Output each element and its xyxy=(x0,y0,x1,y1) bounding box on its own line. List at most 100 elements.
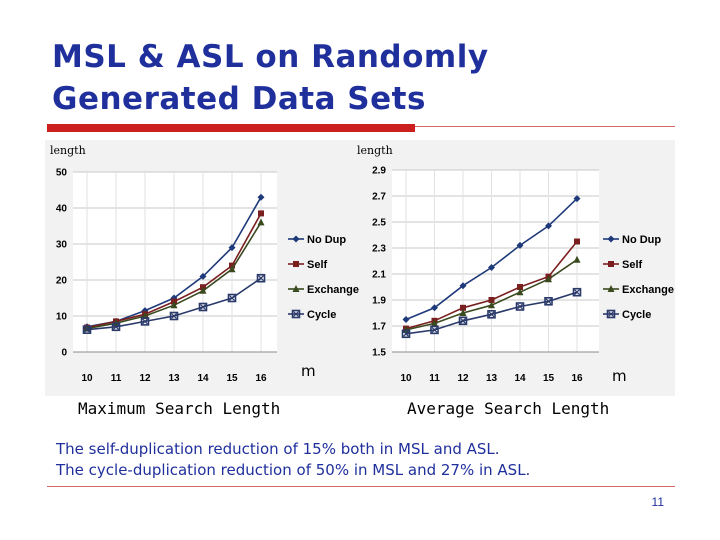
asl-y-tick-label: 1.9 xyxy=(372,296,386,307)
asl-y-tick-label: 2.5 xyxy=(372,218,386,229)
asl-data-point xyxy=(458,316,468,326)
msl-data-point xyxy=(257,218,265,226)
msl-data-point xyxy=(111,322,121,332)
asl-data-point xyxy=(401,329,411,339)
asl-y-tick-label: 1.7 xyxy=(372,322,386,333)
asl-data-point xyxy=(488,264,495,271)
page-number: 11 xyxy=(651,495,664,509)
msl-data-point xyxy=(198,302,208,312)
title-accent-bar xyxy=(47,124,415,132)
asl-legend-marker xyxy=(607,285,615,292)
asl-legend-label: Exchange xyxy=(622,284,674,296)
asl-plot-area xyxy=(392,170,599,352)
msl-x-tick-label: 13 xyxy=(168,373,180,384)
msl-legend-label: No Dup xyxy=(307,234,346,246)
msl-data-point xyxy=(170,301,178,309)
msl-data-point xyxy=(227,293,237,303)
footer-divider-line xyxy=(47,486,675,487)
asl-x-tick-label: 16 xyxy=(571,373,583,384)
msl-y-tick-label: 20 xyxy=(56,276,68,287)
asl-data-point xyxy=(487,310,496,319)
asl-data-point xyxy=(488,297,495,303)
msl-data-point xyxy=(140,317,150,326)
msl-y-tick-label: 30 xyxy=(56,240,68,251)
msl-x-tick-label: 12 xyxy=(139,373,151,384)
msl-data-point xyxy=(199,272,207,280)
msl-x-axis-variable: m xyxy=(301,362,316,380)
asl-x-tick-label: 11 xyxy=(429,373,440,384)
asl-data-point xyxy=(402,325,410,333)
note-self-duplication: The self-duplication reduction of 15% bo… xyxy=(56,440,500,458)
asl-x-tick-label: 13 xyxy=(486,373,498,384)
asl-x-tick-label: 10 xyxy=(400,373,412,384)
asl-data-point xyxy=(574,238,580,245)
asl-legend-label: No Dup xyxy=(622,234,661,246)
msl-legend-marker xyxy=(293,261,299,267)
asl-x-tick-label: 12 xyxy=(457,373,469,384)
asl-data-point xyxy=(459,309,467,316)
asl-x-tick-label: 14 xyxy=(514,373,526,384)
msl-data-point xyxy=(257,193,265,201)
asl-data-point xyxy=(545,222,552,230)
asl-legend-marker xyxy=(608,261,614,267)
asl-data-point xyxy=(573,195,581,203)
msl-data-point xyxy=(256,273,266,283)
msl-y-tick-label: 10 xyxy=(56,312,68,323)
msl-data-point xyxy=(199,286,207,294)
msl-legend-marker xyxy=(291,309,301,319)
asl-data-point xyxy=(402,316,410,323)
msl-x-tick-label: 11 xyxy=(111,373,122,384)
asl-legend-marker xyxy=(607,235,615,243)
asl-data-point xyxy=(516,241,524,249)
msl-legend-label: Cycle xyxy=(307,309,336,321)
msl-plot-area xyxy=(73,172,277,352)
asl-data-point xyxy=(431,304,438,312)
asl-legend-label: Cycle xyxy=(622,309,651,321)
asl-data-point xyxy=(544,297,553,306)
msl-data-point xyxy=(169,311,179,321)
msl-x-tick-label: 10 xyxy=(81,373,93,384)
msl-x-tick-label: 15 xyxy=(226,373,238,384)
asl-data-point xyxy=(460,304,466,311)
msl-legend-label: Self xyxy=(307,259,328,271)
asl-legend-marker xyxy=(606,309,616,319)
msl-data-point xyxy=(82,325,92,334)
msl-line-chart: length 0 10 20 30 40 50 10 11 12 13 14 15 16 No Dup Sel… xyxy=(50,144,359,384)
msl-y-axis-label: length xyxy=(50,144,86,157)
title-divider-line xyxy=(415,126,675,127)
asl-y-tick-label: 1.5 xyxy=(372,348,386,359)
msl-data-point xyxy=(228,244,236,252)
msl-x-tick-label: 16 xyxy=(255,373,267,384)
asl-y-tick-label: 2.9 xyxy=(372,166,386,177)
msl-y-tick-label: 50 xyxy=(56,168,68,179)
asl-data-point xyxy=(545,275,552,283)
asl-y-tick-label: 2.7 xyxy=(372,192,386,203)
asl-data-point xyxy=(516,288,524,296)
asl-data-point xyxy=(515,302,525,311)
msl-data-point xyxy=(258,210,264,217)
msl-y-tick-label: 0 xyxy=(61,348,67,359)
asl-x-axis-variable: m xyxy=(612,367,627,385)
asl-y-axis-label: length xyxy=(357,144,393,157)
asl-data-point xyxy=(573,255,581,263)
note-cycle-duplication: The cycle-duplication reduction of 50% i… xyxy=(56,461,531,479)
asl-chart-caption: Average Search Length xyxy=(407,399,610,418)
slide-title: MSL & ASL on Randomly Generated Data Set… xyxy=(52,39,489,117)
asl-line-chart: length 1.5 1.7 1.9 2.1 2.3 2.5 2.7 2.9 10 11 12 13 14… xyxy=(357,144,674,384)
asl-y-tick-label: 2.3 xyxy=(372,244,386,255)
asl-y-tick-label: 2.1 xyxy=(372,270,386,281)
msl-legend-label: Exchange xyxy=(307,284,359,296)
msl-data-point xyxy=(228,265,236,273)
asl-data-point xyxy=(488,301,495,309)
msl-x-tick-label: 14 xyxy=(197,373,209,384)
msl-legend-marker xyxy=(292,235,300,243)
asl-data-point xyxy=(517,284,523,290)
msl-chart-caption: Maximum Search Length xyxy=(78,399,281,418)
asl-data-point xyxy=(430,325,439,335)
msl-legend-marker xyxy=(292,285,300,292)
asl-legend-label: Self xyxy=(622,259,643,271)
asl-data-point xyxy=(459,282,467,290)
asl-data-point xyxy=(431,319,438,327)
msl-y-tick-label: 40 xyxy=(56,204,68,215)
asl-x-tick-label: 15 xyxy=(543,373,555,384)
